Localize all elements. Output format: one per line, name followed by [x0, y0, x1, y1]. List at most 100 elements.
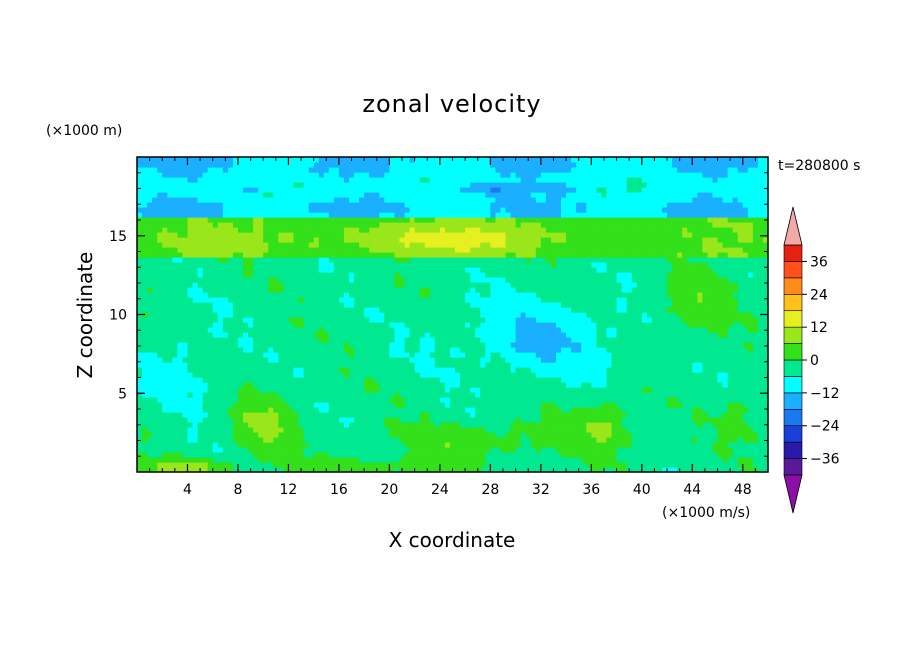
field-cell [752, 442, 759, 448]
field-cell [591, 392, 597, 398]
field-cell [692, 377, 698, 383]
field-cell [162, 312, 168, 318]
field-cell [273, 442, 279, 448]
field-cell [404, 352, 411, 358]
field-cell [566, 282, 572, 288]
field-cell [616, 347, 623, 353]
field-cell [727, 452, 734, 458]
field-cell [308, 382, 315, 388]
field-cell [540, 332, 547, 338]
field-cell [343, 437, 350, 443]
field-cell [409, 412, 416, 418]
field-cell [444, 462, 451, 468]
field-cell [747, 397, 754, 403]
field-cell [697, 397, 703, 403]
field-cell [253, 312, 259, 318]
field-cell [323, 342, 330, 348]
field-cell [142, 352, 148, 358]
field-cell [545, 367, 552, 373]
field-cell [545, 382, 552, 388]
field-cell [535, 372, 542, 378]
field-cell [389, 272, 396, 278]
field-cell [162, 452, 168, 458]
field-cell [692, 397, 698, 403]
field-cell [187, 287, 194, 293]
field-cell [515, 452, 522, 458]
field-cell [374, 302, 380, 308]
field-cell [596, 282, 603, 288]
field-cell [263, 377, 269, 383]
field-cell [293, 327, 300, 333]
field-cell [601, 372, 608, 378]
field-cell [747, 277, 754, 283]
field-cell [263, 437, 269, 443]
field-cell [162, 457, 168, 463]
field-cell [323, 377, 330, 383]
field-cell [682, 407, 688, 413]
field-cell [712, 462, 719, 468]
field-cell [293, 367, 300, 373]
field-cell [535, 342, 542, 348]
field-cell [354, 277, 360, 283]
field-cell [752, 347, 759, 353]
field-cell [379, 372, 385, 378]
field-cell [571, 307, 577, 313]
field-cell [757, 417, 764, 423]
field-cell [530, 417, 537, 423]
field-cell [379, 302, 385, 308]
field-cell [555, 387, 562, 393]
field-cell [404, 322, 411, 328]
field-cell [661, 447, 668, 453]
field-cell [606, 412, 613, 418]
field-cell [576, 367, 582, 373]
field-cell [243, 292, 249, 298]
field-cell [697, 382, 703, 388]
field-cell [495, 357, 502, 363]
field-cell [586, 407, 592, 413]
field-cell [384, 432, 390, 438]
field-cell [495, 272, 502, 278]
field-cell [444, 352, 451, 358]
field-cell [687, 462, 693, 468]
field-cell [485, 432, 491, 438]
field-cell [707, 372, 714, 378]
field-cell [697, 327, 703, 333]
field-cell [742, 332, 749, 338]
field-cell [646, 422, 653, 428]
field-cell [455, 402, 461, 408]
field-cell [429, 467, 436, 472]
field-cell [611, 422, 618, 428]
field-cell [404, 272, 411, 278]
field-cell [732, 292, 739, 298]
field-cell [742, 307, 749, 313]
field-cell [545, 417, 552, 423]
field-cell [455, 427, 461, 433]
field-cell [545, 332, 552, 338]
field-cell [414, 452, 421, 458]
field-cell [485, 402, 491, 408]
field-cell [752, 377, 759, 383]
field-cell [197, 322, 204, 328]
field-cell [419, 462, 426, 468]
field-cell [692, 407, 698, 413]
field-cell [429, 362, 436, 368]
field-cell [389, 337, 396, 343]
field-cell [419, 402, 426, 408]
field-cell [177, 277, 184, 283]
field-cell [328, 422, 335, 428]
field-cell [465, 412, 471, 418]
field-cell [545, 457, 552, 463]
field-cell [177, 342, 184, 348]
field-cell [475, 277, 481, 283]
field-cell [520, 412, 527, 418]
field-cell [202, 292, 209, 298]
field-cell [424, 342, 431, 348]
field-cell [379, 362, 385, 368]
field-cell [323, 277, 330, 283]
field-cell [389, 412, 396, 418]
field-cell [646, 347, 653, 353]
field-cell [495, 372, 502, 378]
field-cell [449, 282, 456, 288]
field-cell [323, 347, 330, 353]
field-cell [707, 362, 714, 368]
